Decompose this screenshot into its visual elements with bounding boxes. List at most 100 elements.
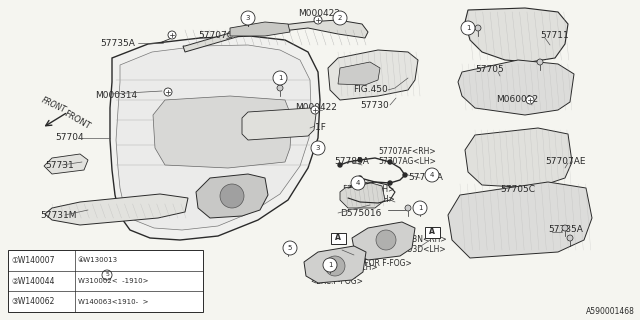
Circle shape xyxy=(327,262,333,268)
Text: A: A xyxy=(429,228,435,236)
Text: 57730: 57730 xyxy=(360,100,388,109)
Polygon shape xyxy=(458,60,574,115)
Circle shape xyxy=(358,176,362,180)
Polygon shape xyxy=(340,182,385,208)
Circle shape xyxy=(351,176,365,190)
Text: <EXC.F-FOG>: <EXC.F-FOG> xyxy=(310,277,363,286)
Polygon shape xyxy=(44,154,88,174)
Polygon shape xyxy=(183,20,368,52)
Text: 57705: 57705 xyxy=(475,66,504,75)
Polygon shape xyxy=(196,174,268,218)
Text: 4: 4 xyxy=(356,180,360,186)
Polygon shape xyxy=(304,246,366,283)
Circle shape xyxy=(537,59,543,65)
Polygon shape xyxy=(230,22,290,36)
Circle shape xyxy=(323,258,337,272)
FancyBboxPatch shape xyxy=(424,227,440,237)
Circle shape xyxy=(102,270,112,280)
Text: 57704: 57704 xyxy=(55,133,84,142)
Polygon shape xyxy=(116,45,311,230)
Text: FRONT: FRONT xyxy=(40,96,68,115)
Polygon shape xyxy=(338,62,380,85)
Text: 1: 1 xyxy=(328,262,332,268)
Circle shape xyxy=(562,225,568,231)
Circle shape xyxy=(567,235,573,241)
Circle shape xyxy=(388,181,392,185)
Text: 57785A: 57785A xyxy=(408,173,443,182)
Circle shape xyxy=(475,25,481,31)
Text: FIG.450: FIG.450 xyxy=(353,85,388,94)
Text: ①W140007: ①W140007 xyxy=(11,256,54,265)
FancyBboxPatch shape xyxy=(8,250,203,312)
Text: <FOR F-FOG>: <FOR F-FOG> xyxy=(358,259,412,268)
Text: 84953N<RH>: 84953N<RH> xyxy=(394,236,447,244)
Text: 57785A: 57785A xyxy=(548,226,583,235)
Text: 3: 3 xyxy=(246,15,250,21)
Circle shape xyxy=(403,173,407,177)
Polygon shape xyxy=(328,50,418,100)
Text: 57705C: 57705C xyxy=(500,186,535,195)
Polygon shape xyxy=(465,8,568,62)
Circle shape xyxy=(358,158,362,162)
Circle shape xyxy=(314,16,322,24)
Circle shape xyxy=(405,205,411,211)
Circle shape xyxy=(376,230,396,250)
Text: 2: 2 xyxy=(338,15,342,21)
Text: A: A xyxy=(335,234,341,243)
Text: 1: 1 xyxy=(278,75,282,81)
Circle shape xyxy=(245,15,251,21)
Text: 57711: 57711 xyxy=(540,30,569,39)
Circle shape xyxy=(277,85,283,91)
Circle shape xyxy=(311,141,325,155)
Text: 57731M: 57731M xyxy=(40,211,77,220)
Text: ②W140044: ②W140044 xyxy=(11,276,54,285)
Circle shape xyxy=(276,74,284,82)
Polygon shape xyxy=(465,128,572,188)
Text: M000422: M000422 xyxy=(295,103,337,113)
Text: 57707G<LH>: 57707G<LH> xyxy=(342,196,395,204)
Text: 84953D<LH>: 84953D<LH> xyxy=(394,245,447,254)
Text: 3: 3 xyxy=(316,145,320,151)
Text: 84953D<LH>: 84953D<LH> xyxy=(325,263,378,273)
Text: D575016: D575016 xyxy=(340,209,381,218)
Polygon shape xyxy=(352,222,415,260)
Polygon shape xyxy=(45,194,188,225)
Circle shape xyxy=(245,15,251,21)
Polygon shape xyxy=(242,108,316,140)
Text: ④W130013: ④W130013 xyxy=(78,257,118,263)
Circle shape xyxy=(333,11,347,25)
Circle shape xyxy=(325,256,345,276)
Circle shape xyxy=(311,106,319,114)
FancyBboxPatch shape xyxy=(330,233,346,244)
Text: 1: 1 xyxy=(466,25,470,31)
Circle shape xyxy=(168,31,176,39)
Circle shape xyxy=(283,241,297,255)
Circle shape xyxy=(220,184,244,208)
Text: 57785A: 57785A xyxy=(334,157,369,166)
Text: 57751F: 57751F xyxy=(292,124,326,132)
Circle shape xyxy=(461,21,475,35)
Circle shape xyxy=(164,88,172,96)
Text: A590001468: A590001468 xyxy=(586,307,635,316)
Text: 84953N<RH>: 84953N<RH> xyxy=(325,253,379,262)
Circle shape xyxy=(413,201,427,215)
Circle shape xyxy=(241,11,255,25)
Polygon shape xyxy=(153,96,292,168)
Text: M000314: M000314 xyxy=(95,91,137,100)
Text: M060012: M060012 xyxy=(496,95,538,105)
Text: 5: 5 xyxy=(105,273,109,277)
Text: 57707F<RH>: 57707F<RH> xyxy=(342,186,394,195)
Circle shape xyxy=(425,168,439,182)
Text: 57707AE: 57707AE xyxy=(545,157,586,166)
Circle shape xyxy=(417,205,423,211)
Text: FRONT: FRONT xyxy=(62,109,92,131)
Text: 57707AF<RH>: 57707AF<RH> xyxy=(378,148,436,156)
Text: 4: 4 xyxy=(430,172,434,178)
Circle shape xyxy=(273,71,287,85)
Text: W140063<1910-  >: W140063<1910- > xyxy=(78,299,148,305)
Polygon shape xyxy=(448,182,592,258)
Text: 57731: 57731 xyxy=(45,161,74,170)
Circle shape xyxy=(388,160,392,164)
Circle shape xyxy=(526,96,534,104)
Text: 5: 5 xyxy=(288,245,292,251)
